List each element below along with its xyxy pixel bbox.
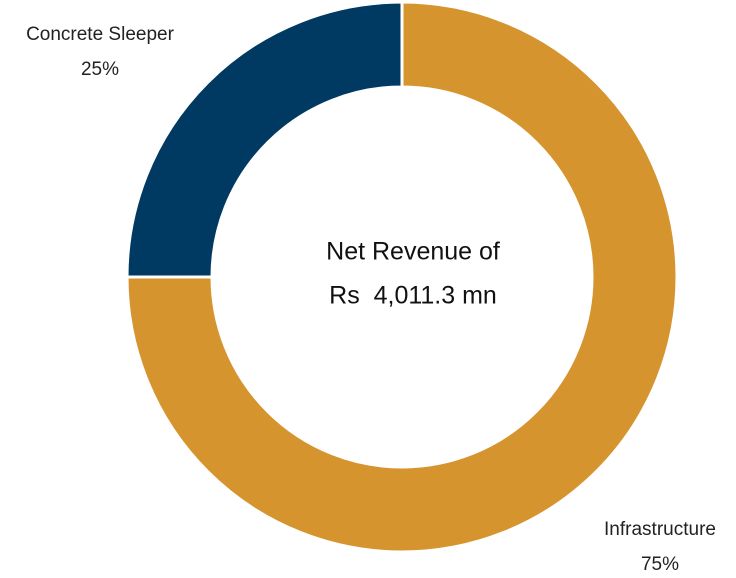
slice-value-label: 25% — [81, 59, 119, 80]
slice-label: Infrastructure — [604, 519, 716, 540]
slice-label: Concrete Sleeper — [26, 24, 175, 45]
donut-slice — [125, 0, 404, 279]
donut-slice — [125, 0, 679, 554]
center-text: Net Revenue of — [326, 238, 500, 266]
center-text: Rs 4,011.3 mn — [329, 282, 497, 310]
slice-value-label: 75% — [641, 554, 679, 575]
